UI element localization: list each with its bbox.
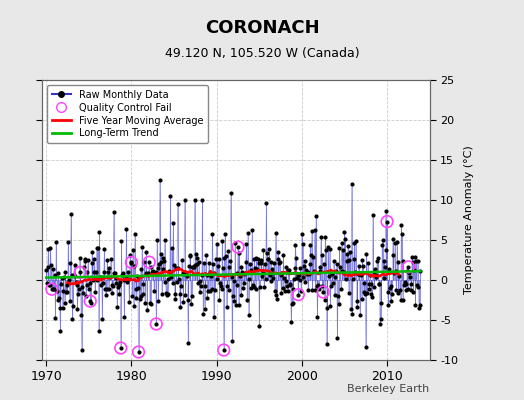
Text: CORONACH: CORONACH <box>205 19 319 37</box>
Text: 49.120 N, 105.520 W (Canada): 49.120 N, 105.520 W (Canada) <box>165 48 359 60</box>
Point <box>404 264 412 270</box>
Point <box>127 259 136 266</box>
Point <box>134 349 143 355</box>
Point <box>234 244 242 250</box>
Point <box>48 286 56 292</box>
Point <box>220 347 228 353</box>
Legend: Raw Monthly Data, Quality Control Fail, Five Year Moving Average, Long-Term Tren: Raw Monthly Data, Quality Control Fail, … <box>47 85 208 143</box>
Point <box>294 292 302 298</box>
Point <box>145 259 154 265</box>
Y-axis label: Temperature Anomaly (°C): Temperature Anomaly (°C) <box>464 146 474 294</box>
Point <box>116 345 125 351</box>
Point <box>152 321 160 327</box>
Point <box>86 298 94 304</box>
Text: Berkeley Earth: Berkeley Earth <box>347 384 430 394</box>
Point <box>319 289 328 295</box>
Point <box>383 218 391 225</box>
Point <box>76 269 84 276</box>
